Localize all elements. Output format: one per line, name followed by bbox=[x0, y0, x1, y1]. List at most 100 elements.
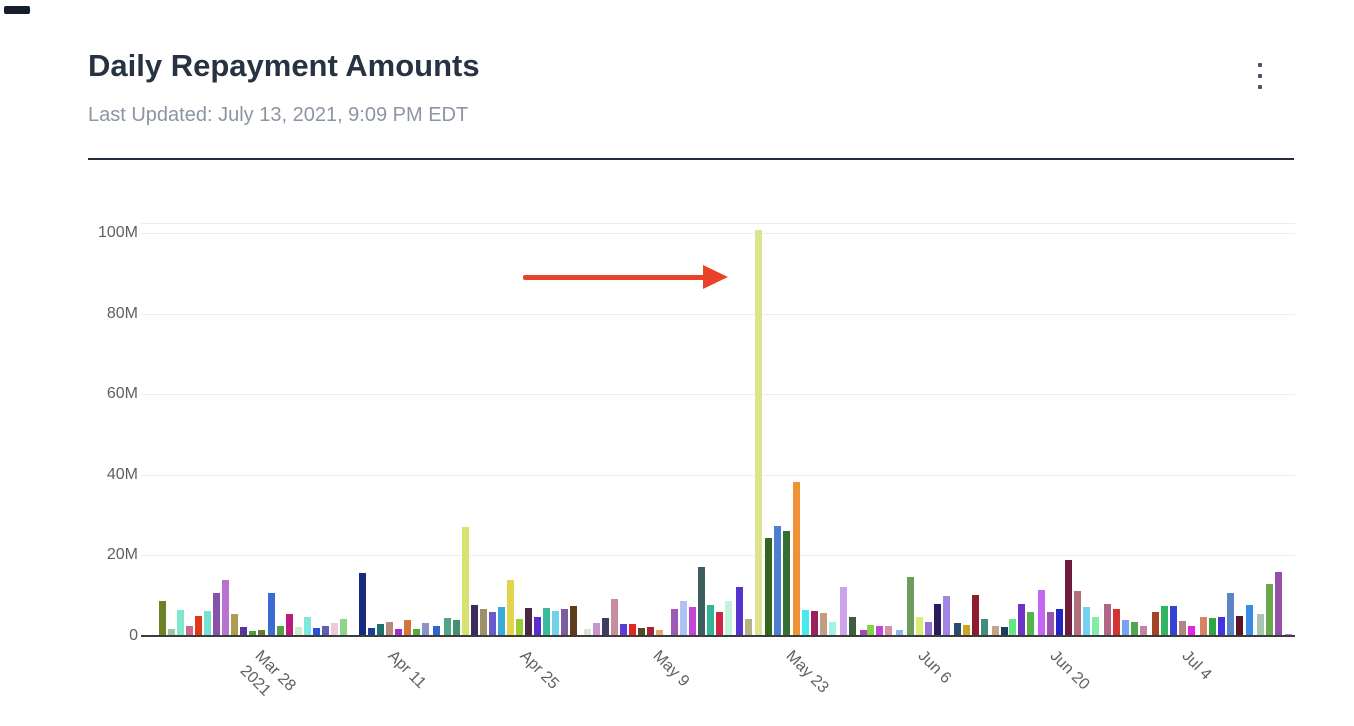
bar[interactable] bbox=[992, 625, 999, 636]
bar[interactable] bbox=[849, 617, 856, 636]
bar[interactable] bbox=[1266, 584, 1273, 636]
bar[interactable] bbox=[593, 623, 600, 636]
bar[interactable] bbox=[876, 625, 883, 636]
bar[interactable] bbox=[1152, 612, 1159, 636]
bar[interactable] bbox=[1188, 625, 1195, 636]
bar[interactable] bbox=[1104, 604, 1111, 636]
bar[interactable] bbox=[422, 623, 429, 636]
bar[interactable] bbox=[295, 627, 302, 636]
bar[interactable] bbox=[925, 621, 932, 636]
bar[interactable] bbox=[258, 629, 265, 636]
bar[interactable] bbox=[647, 627, 654, 636]
bar[interactable] bbox=[867, 625, 874, 636]
bar[interactable] bbox=[534, 616, 541, 636]
bar[interactable] bbox=[240, 627, 247, 636]
bar[interactable] bbox=[689, 606, 696, 636]
bar[interactable] bbox=[1170, 606, 1177, 636]
bar[interactable] bbox=[195, 615, 202, 636]
bar[interactable] bbox=[404, 619, 411, 636]
bar[interactable] bbox=[186, 625, 193, 636]
bar[interactable] bbox=[249, 631, 256, 636]
bar[interactable] bbox=[954, 623, 961, 636]
bar[interactable] bbox=[395, 629, 402, 636]
bar[interactable] bbox=[177, 610, 184, 636]
bar[interactable] bbox=[489, 612, 496, 636]
bar[interactable] bbox=[480, 608, 487, 636]
bar[interactable] bbox=[916, 617, 923, 636]
bar[interactable] bbox=[1227, 593, 1234, 636]
bar[interactable] bbox=[671, 608, 678, 636]
bar[interactable] bbox=[981, 619, 988, 636]
bar[interactable] bbox=[620, 623, 627, 636]
bar[interactable] bbox=[268, 593, 275, 636]
bar[interactable] bbox=[755, 230, 762, 636]
bar[interactable] bbox=[168, 629, 175, 636]
bar[interactable] bbox=[433, 625, 440, 636]
bar[interactable] bbox=[765, 537, 772, 636]
bar[interactable] bbox=[1179, 621, 1186, 636]
bar[interactable] bbox=[570, 606, 577, 636]
bar[interactable] bbox=[471, 604, 478, 636]
bar[interactable] bbox=[656, 629, 663, 636]
bar[interactable] bbox=[444, 617, 451, 636]
bar[interactable] bbox=[736, 587, 743, 636]
bar[interactable] bbox=[1074, 591, 1081, 636]
bar[interactable] bbox=[359, 573, 366, 636]
bar[interactable] bbox=[1092, 617, 1099, 636]
bar[interactable] bbox=[820, 613, 827, 636]
bar[interactable] bbox=[1246, 604, 1253, 636]
bar[interactable] bbox=[313, 627, 320, 636]
bar[interactable] bbox=[1065, 560, 1072, 636]
bar[interactable] bbox=[638, 627, 645, 636]
bar[interactable] bbox=[1056, 608, 1063, 636]
bar[interactable] bbox=[774, 525, 781, 636]
bar[interactable] bbox=[1218, 617, 1225, 636]
bar[interactable] bbox=[1140, 625, 1147, 636]
bar[interactable] bbox=[1009, 619, 1016, 636]
bar[interactable] bbox=[222, 579, 229, 636]
bar[interactable] bbox=[543, 608, 550, 636]
bar[interactable] bbox=[159, 600, 166, 636]
bar[interactable] bbox=[611, 598, 618, 636]
bar[interactable] bbox=[716, 612, 723, 636]
bar[interactable] bbox=[331, 623, 338, 636]
bar[interactable] bbox=[907, 577, 914, 636]
bar[interactable] bbox=[783, 531, 790, 636]
kebab-menu-button[interactable] bbox=[1246, 56, 1274, 96]
bar[interactable] bbox=[698, 567, 705, 636]
bar[interactable] bbox=[963, 625, 970, 636]
bar[interactable] bbox=[707, 604, 714, 636]
bar[interactable] bbox=[1131, 621, 1138, 636]
bar[interactable] bbox=[1161, 606, 1168, 636]
bar[interactable] bbox=[561, 608, 568, 636]
bar[interactable] bbox=[1209, 617, 1216, 636]
bar[interactable] bbox=[680, 600, 687, 636]
bar[interactable] bbox=[1027, 612, 1034, 636]
bar[interactable] bbox=[1083, 606, 1090, 636]
bar[interactable] bbox=[516, 619, 523, 636]
bar[interactable] bbox=[1113, 608, 1120, 636]
bar[interactable] bbox=[943, 596, 950, 636]
bar[interactable] bbox=[413, 629, 420, 636]
bar[interactable] bbox=[1275, 572, 1282, 636]
bar[interactable] bbox=[745, 619, 752, 636]
bar[interactable] bbox=[896, 629, 903, 636]
bar[interactable] bbox=[453, 619, 460, 636]
bar[interactable] bbox=[377, 623, 384, 636]
bar[interactable] bbox=[498, 606, 505, 636]
bar[interactable] bbox=[340, 619, 347, 636]
bar[interactable] bbox=[231, 614, 238, 636]
bar[interactable] bbox=[602, 617, 609, 636]
bar[interactable] bbox=[507, 579, 514, 636]
bar[interactable] bbox=[793, 482, 800, 636]
bar[interactable] bbox=[584, 629, 591, 636]
bar[interactable] bbox=[322, 625, 329, 636]
bar[interactable] bbox=[286, 614, 293, 636]
bar[interactable] bbox=[525, 608, 532, 636]
bar[interactable] bbox=[860, 629, 867, 636]
bar[interactable] bbox=[1257, 614, 1264, 636]
bar[interactable] bbox=[725, 600, 732, 636]
bar[interactable] bbox=[629, 623, 636, 636]
bar[interactable] bbox=[368, 627, 375, 636]
bar[interactable] bbox=[462, 527, 469, 636]
